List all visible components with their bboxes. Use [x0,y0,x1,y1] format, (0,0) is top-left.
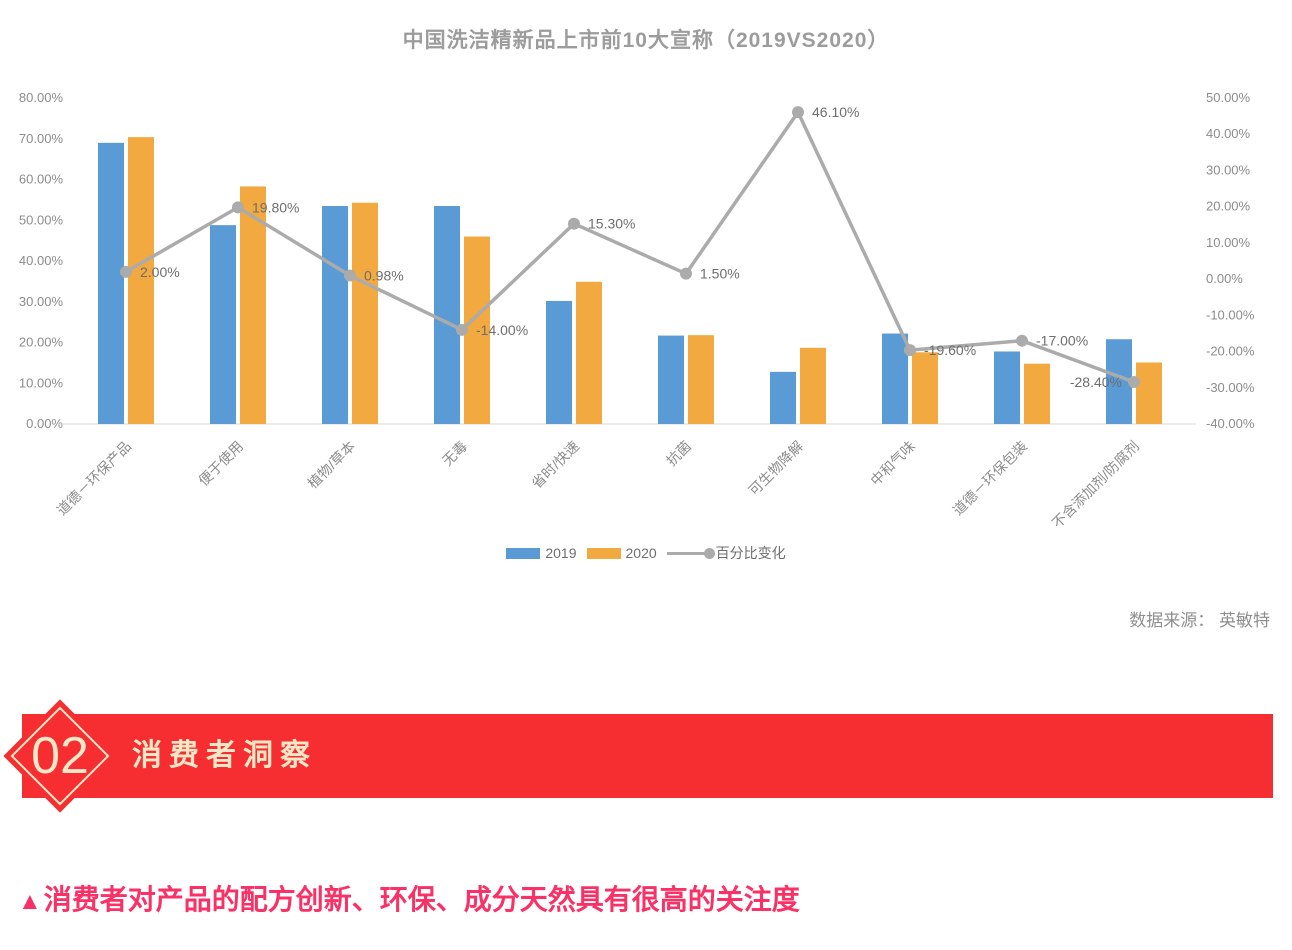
change-label: -28.40% [1070,374,1122,390]
category-label: 省时/快速 [528,438,582,492]
legend-dot-icon [703,547,715,559]
right-axis-tick: -30.00% [1206,380,1255,395]
bar-2019-不含添加剂/防腐剂 [1106,339,1132,424]
category-label: 道德－环保包装 [950,438,1031,519]
section-banner: 02 消费者洞察 [3,699,1273,813]
category-label: 中和气味 [867,438,918,489]
legend-item-2020: 2020 [586,545,657,561]
category-label: 道德－环保产品 [54,438,135,519]
bar-2020-可生物降解 [800,347,826,424]
change-label: 15.30% [588,216,635,232]
right-axis-tick: -40.00% [1206,416,1255,431]
legend-swatch-2020 [586,547,621,559]
bar-2019-省时/快速 [546,300,572,424]
left-axis-tick: 20.00% [19,335,64,350]
category-label: 便于使用 [195,438,246,489]
change-label: 1.50% [700,266,740,282]
left-axis-tick: 10.00% [19,375,64,390]
left-axis-tick: 80.00% [19,90,64,105]
change-point-道德－环保包装 [1016,334,1028,347]
insight-text: 消费者对产品的配方创新、环保、成分天然具有很高的关注度 [43,884,800,915]
change-label: 19.80% [252,199,299,215]
bar-2020-道德－环保产品 [128,137,154,424]
change-label: 46.10% [812,104,859,120]
change-point-可生物降解 [792,106,804,119]
right-axis-tick: -10.00% [1206,307,1255,322]
category-label: 无毒 [439,438,470,469]
change-point-便于使用 [232,201,244,214]
category-label: 抗菌 [663,438,694,469]
change-label: -14.00% [476,322,528,338]
left-axis-tick: 50.00% [19,212,64,227]
right-axis-tick: 0.00% [1206,271,1243,286]
left-axis-tick: 40.00% [19,253,64,268]
right-axis-tick: -20.00% [1206,344,1255,359]
change-point-无毒 [456,323,468,336]
change-line [125,108,1135,384]
legend-swatch-2019 [506,547,541,559]
change-label: 0.98% [364,268,404,284]
category-label: 不含添加剂/防腐剂 [1049,438,1142,531]
change-point-植物/草本 [344,269,356,282]
chart-title: 中国洗洁精新品上市前10大宣称（2019VS2020） [402,29,890,52]
section-number-diamond: 02 [3,699,117,813]
legend-line-icon [666,547,715,559]
change-point-中和气味 [904,344,916,357]
bar-2019-便于使用 [210,225,236,424]
bar-2019-可生物降解 [770,371,796,424]
triangle-icon: ▲ [18,888,42,915]
data-source-note: 数据来源： 英敏特 [1129,611,1270,630]
bar-2020-植物/草本 [352,202,378,424]
section-number: 02 [31,727,89,785]
bar-2020-不含添加剂/防腐剂 [1136,362,1162,424]
bar-2019-道德－环保包装 [994,351,1020,424]
legend-item-change: 百分比变化 [666,543,786,563]
category-label: 植物/草本 [304,438,358,492]
bar-2019-植物/草本 [322,205,348,424]
change-point-抗菌 [680,267,692,280]
bar-2020-无毒 [464,236,490,424]
bar-2019-道德－环保产品 [98,142,124,424]
left-axis-tick: 60.00% [19,172,64,187]
right-axis-tick: 50.00% [1206,90,1251,105]
bar-2020-中和气味 [912,352,938,424]
bar-2020-省时/快速 [576,281,602,424]
change-point-不含添加剂/防腐剂 [1128,375,1140,388]
right-axis-tick: 10.00% [1206,235,1251,250]
left-axis-tick: 0.00% [26,416,63,431]
right-axis-tick: 30.00% [1206,162,1251,177]
right-axis-tick: 20.00% [1206,199,1251,214]
claims-combo-chart: 80.00% 70.00% 60.00% 50.00% 40.00% 30.00% 20.0… [19,90,1255,531]
category-label: 可生物降解 [745,438,806,499]
bar-2019-无毒 [434,205,460,424]
right-axis-tick: 40.00% [1206,126,1251,141]
bar-2019-抗菌 [658,335,684,424]
chart-legend: 2019 2020 百分比变化 [0,543,1292,563]
section-title: 消费者洞察 [132,739,317,772]
legend-label-change: 百分比变化 [715,545,786,561]
bar-2020-抗菌 [688,335,714,424]
legend-item-2019: 2019 [506,545,577,561]
change-label: 2.00% [140,264,180,280]
bar-2020-便于使用 [240,186,266,424]
change-label: -19.60% [924,342,976,358]
left-axis-tick: 70.00% [19,131,64,146]
change-point-省时/快速 [568,217,580,230]
change-label: -17.00% [1036,333,1088,349]
insight-heading: ▲消费者对产品的配方创新、环保、成分天然具有很高的关注度 [18,878,800,918]
legend-label-2020: 2020 [625,545,657,561]
bar-2019-中和气味 [882,333,908,424]
bar-2020-道德－环保包装 [1024,363,1050,424]
left-axis-tick: 30.00% [19,294,64,309]
change-point-道德－环保产品 [120,265,132,278]
legend-label-2019: 2019 [545,545,577,561]
